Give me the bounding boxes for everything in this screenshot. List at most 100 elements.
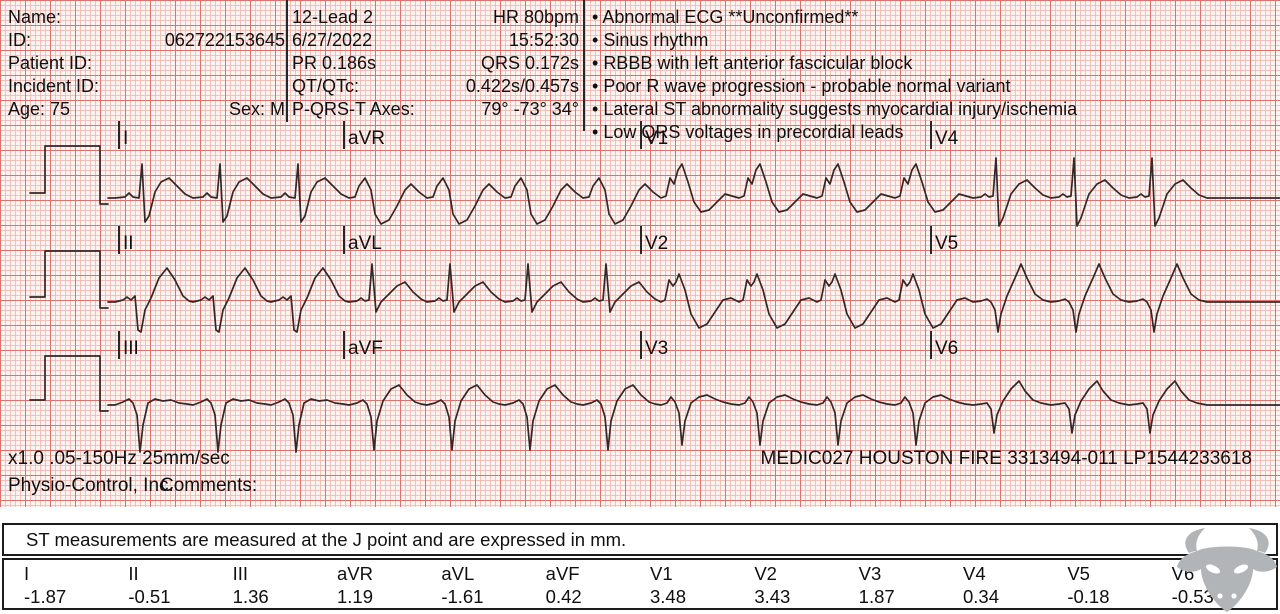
ecg-trace-row-2	[107, 263, 1280, 333]
ecg-paper: Name: ID: 062722153645 Patient ID: Incide…	[0, 0, 1280, 507]
lead-label-V6: V6	[930, 331, 958, 359]
st-value: -1.87	[24, 586, 67, 607]
lead-label-II: II	[118, 226, 134, 254]
ecg-trace-row-1	[107, 157, 1280, 227]
ecg-waveform-canvas	[29, 145, 1280, 453]
lead-label-V1: V1	[640, 121, 668, 149]
age-sex-row: Age: 75 Sex: M	[8, 98, 285, 120]
st-note-text: ST measurements are measured at the J po…	[26, 528, 627, 550]
st-value: 1.87	[858, 586, 895, 607]
st-column-V5: V5 -0.18	[1067, 562, 1171, 608]
heart-rate: HR 80bpm	[492, 7, 579, 27]
interpretation-line: Poor R wave progression - probable norma…	[592, 75, 1280, 97]
st-column-V2: V2 3.43	[754, 562, 858, 608]
id-value: 062722153645	[164, 30, 285, 50]
st-lead-name: aVR	[337, 563, 373, 584]
header-divider	[583, 0, 585, 131]
st-measurements-section: ST measurements are measured at the J po…	[0, 507, 1280, 614]
st-value: 0.34	[963, 586, 1000, 607]
report-date: 6/27/2022	[292, 30, 373, 50]
axes-row: P-QRS-T Axes: 79° -73° 34°	[292, 98, 579, 120]
st-lead-name: II	[128, 563, 139, 584]
axes-label: P-QRS-T Axes:	[292, 99, 415, 119]
lead-label-aVL: aVL	[343, 226, 382, 254]
lead-label-I: I	[118, 121, 128, 149]
axes-value: 79° -73° 34°	[481, 99, 579, 119]
name-row: Name:	[8, 6, 285, 28]
interpretation-line: Low QRS voltages in precordial leads	[592, 121, 1280, 143]
device-site-line: MEDIC027 HOUSTON FIRE 3313494-011 LP1544…	[760, 448, 1252, 469]
st-value: 3.48	[650, 586, 687, 607]
gain-filter-speed: x1.0 .05-150Hz 25mm/sec	[8, 448, 230, 469]
lead-label-III: III	[118, 331, 139, 359]
patient-id-row: Patient ID:	[8, 52, 285, 74]
interpretation-line: Abnormal ECG **Unconfirmed**	[592, 6, 1280, 28]
st-lead-name: III	[232, 563, 249, 584]
st-column-I: I -1.87	[24, 562, 128, 608]
st-column-aVF: aVF 0.42	[546, 562, 650, 608]
calibration-pulse-row-2	[29, 250, 109, 309]
report-time: 15:52:30	[508, 30, 579, 50]
interpretation-line: Lateral ST abnormality suggests myocardi…	[592, 98, 1280, 120]
age-label: Age: 75	[8, 99, 71, 119]
st-column-II: II -0.51	[128, 562, 232, 608]
st-lead-name: aVL	[441, 563, 475, 584]
st-value: -0.51	[128, 586, 171, 607]
report-type-row: 12-Lead 2 HR 80bpm	[292, 6, 579, 28]
interpretation-line: Sinus rhythm	[592, 29, 1280, 51]
id-row: ID: 062722153645	[8, 29, 285, 51]
st-table-box: I -1.87 II -0.51 III 1.36 aVR 1.19 aVL -1.61 …	[2, 558, 1278, 610]
st-value: 0.42	[545, 586, 582, 607]
incident-id-row: Incident ID:	[8, 75, 285, 97]
bull-logo-icon	[1177, 528, 1277, 612]
st-value: -0.18	[1067, 586, 1110, 607]
report-type: 12-Lead 2	[292, 7, 374, 27]
patient-id-label: Patient ID:	[8, 53, 93, 73]
lead-label-V4: V4	[930, 121, 958, 149]
id-label: ID:	[8, 30, 32, 50]
qt-qtc-label: QT/QTc:	[292, 76, 359, 96]
manufacturer-label: Physio-Control, Inc.	[8, 475, 174, 496]
st-lead-name: V3	[858, 563, 882, 584]
st-table: I -1.87 II -0.51 III 1.36 aVR 1.19 aVL -1.61 …	[4, 560, 1276, 608]
st-value: 1.36	[232, 586, 269, 607]
qt-qtc-value: 0.422s/0.457s	[465, 76, 579, 96]
st-note-box: ST measurements are measured at the J po…	[2, 523, 1278, 556]
lead-label-aVF: aVF	[343, 331, 383, 359]
st-column-V4: V4 0.34	[963, 562, 1067, 608]
ecg-trace-row-3	[107, 380, 1280, 453]
header-divider	[286, 0, 288, 122]
st-lead-name: aVF	[545, 563, 580, 584]
st-lead-name: V1	[650, 563, 673, 584]
st-column-III: III 1.36	[233, 562, 337, 608]
lead-label-V2: V2	[640, 226, 668, 254]
date-time-row: 6/27/2022 15:52:30	[292, 29, 579, 51]
name-label: Name:	[8, 7, 62, 27]
calibration-pulse-row-1	[29, 145, 109, 205]
st-column-aVL: aVL -1.61	[441, 562, 545, 608]
st-value: -0.53	[1171, 586, 1214, 607]
st-lead-name: V5	[1067, 563, 1090, 584]
st-lead-name: I	[24, 563, 30, 584]
st-column-V1: V1 3.48	[650, 562, 754, 608]
st-value: -1.61	[441, 586, 484, 607]
calibration-pulse-row-3	[29, 355, 109, 412]
lead-label-aVR: aVR	[343, 121, 385, 149]
st-value: 1.19	[337, 586, 374, 607]
st-column-V3: V3 1.87	[859, 562, 963, 608]
interpretation-line: RBBB with left anterior fascicular block	[592, 52, 1280, 74]
st-lead-name: V4	[963, 563, 986, 584]
pr-interval: PR 0.186s	[292, 53, 377, 73]
st-lead-name: V2	[754, 563, 777, 584]
st-value: 3.43	[754, 586, 791, 607]
qt-qtc-row: QT/QTc: 0.422s/0.457s	[292, 75, 579, 97]
sex-label: Sex: M	[228, 99, 285, 119]
comments-label: Comments:	[160, 475, 258, 496]
st-column-aVR: aVR 1.19	[337, 562, 441, 608]
qrs-duration: QRS 0.172s	[480, 53, 579, 73]
incident-id-label: Incident ID:	[8, 76, 100, 96]
lead-label-V5: V5	[930, 226, 958, 254]
pr-qrs-row: PR 0.186s QRS 0.172s	[292, 52, 579, 74]
lead-label-V3: V3	[640, 331, 668, 359]
